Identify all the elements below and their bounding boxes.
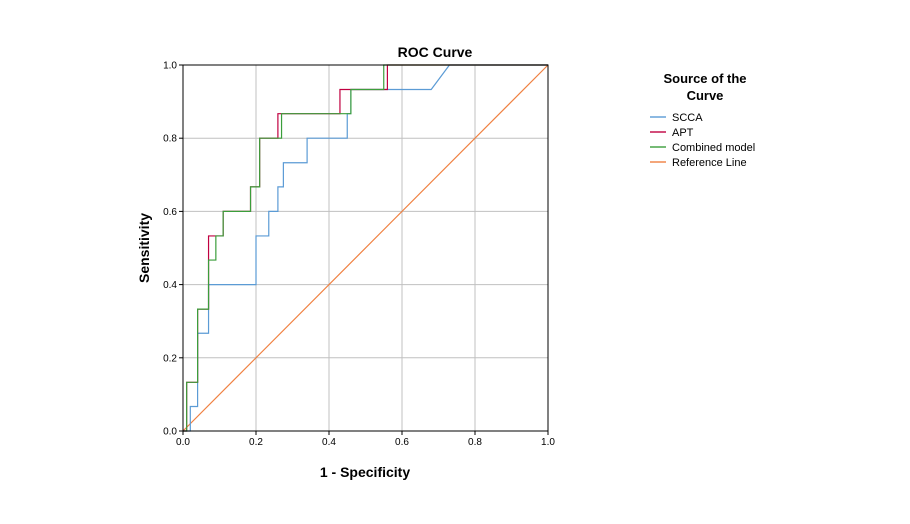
legend-title-line-2: Curve: [687, 88, 724, 103]
y-axis-label: Sensitivity: [136, 213, 152, 283]
x-tick-label: 0.6: [395, 437, 409, 448]
x-tick-label: 0.4: [322, 437, 336, 448]
plot-frame: [182, 64, 549, 432]
legend: Source of the Curve SCCA APT Combined mode…: [650, 71, 755, 169]
y-tick-label: 0.4: [163, 280, 177, 291]
legend-label: APT: [672, 127, 694, 139]
axis-ticks: 0.0 0.2 0.4 0.6 0.8 1.0 0.0 0.2 0.4 0.6 0.8 1.0: [163, 61, 555, 449]
x-axis-label: 1 - Specificity: [320, 464, 410, 480]
y-tick-label: 0.6: [163, 207, 177, 218]
y-tick-label: 1.0: [163, 61, 177, 72]
y-tick-label: 0.8: [163, 134, 177, 145]
legend-item-combined-model: Combined model: [650, 142, 755, 154]
chart-title: ROC Curve: [398, 44, 473, 60]
legend-title-line-1: Source of the: [663, 71, 746, 86]
x-tick-label: 1.0: [541, 437, 555, 448]
legend-item-reference-line: Reference Line: [650, 157, 747, 169]
series-line-combined-model: [183, 64, 548, 432]
y-tick-label: 0.0: [163, 427, 177, 438]
x-tick-label: 0.2: [249, 437, 263, 448]
legend-label: Combined model: [672, 142, 755, 154]
x-tick-label: 0.0: [176, 437, 190, 448]
legend-item-apt: APT: [650, 127, 694, 139]
legend-label: SCCA: [672, 112, 703, 124]
x-tick-label: 0.8: [468, 437, 482, 448]
legend-label: Reference Line: [672, 157, 747, 169]
series-lines: [182, 64, 549, 432]
series-line-reference-line: [182, 64, 549, 432]
legend-item-scca: SCCA: [650, 112, 703, 124]
y-tick-label: 0.2: [163, 353, 177, 364]
